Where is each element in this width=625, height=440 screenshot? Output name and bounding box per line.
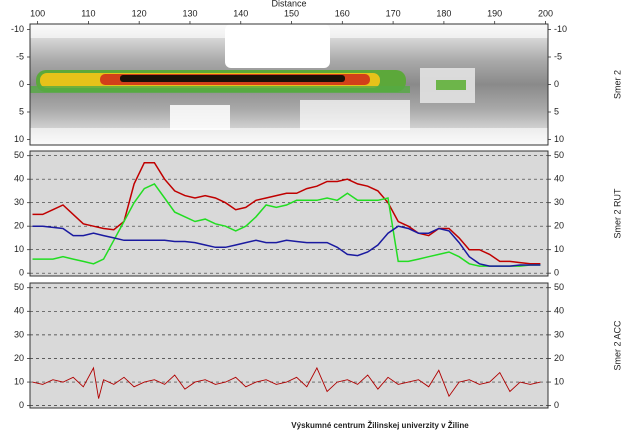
y-tick-label: 5 (19, 106, 24, 116)
y-tick-label: -5 (554, 51, 562, 61)
x-tick-label: 150 (284, 8, 299, 18)
x-tick-label: 170 (386, 8, 401, 18)
x-tick-label: 140 (233, 8, 248, 18)
line-series (32, 182, 541, 267)
y-tick-label: -10 (554, 24, 567, 34)
x-tick-label: 190 (487, 8, 502, 18)
y-tick-label: 0 (19, 400, 24, 410)
y-tick-label: 20 (14, 221, 24, 231)
y-tick-label: 40 (554, 174, 564, 184)
y-tick-label: 0 (554, 400, 559, 410)
y-tick-label: 10 (554, 376, 564, 386)
x-tick-label: 180 (436, 8, 451, 18)
x-tick-label: 130 (182, 8, 197, 18)
y-tick-label: 5 (554, 106, 559, 116)
y-tick-label: 40 (554, 306, 564, 316)
y-tick-label: 10 (14, 376, 24, 386)
y-tick-label: 50 (554, 282, 564, 292)
line-series (32, 161, 541, 265)
y-tick-label: 30 (554, 197, 564, 207)
x-tick-label: 120 (132, 8, 147, 18)
panel-frame (29, 282, 549, 409)
y-tick-label: 0 (554, 268, 559, 278)
panel-frame (29, 150, 549, 277)
y-tick-label: 10 (554, 134, 564, 144)
y-tick-label: 10 (14, 134, 24, 144)
x-tick-label: 160 (335, 8, 350, 18)
y-tick-label: 20 (14, 353, 24, 363)
footer: Výskumné centrum Žilinskej univerzity v … (291, 421, 469, 430)
line-series (32, 225, 541, 267)
y-tick-label: 40 (14, 174, 24, 184)
y-tick-label: 50 (554, 150, 564, 160)
y-tick-label: 20 (554, 221, 564, 231)
y-axis-title: Smer 2 ACC (612, 320, 622, 371)
y-tick-label: 30 (14, 197, 24, 207)
y-tick-label: 50 (14, 282, 24, 292)
x-axis-title: Distance (271, 0, 306, 8)
x-tick-label: 200 (538, 8, 553, 18)
y-tick-label: 40 (14, 306, 24, 316)
y-axis-title: Smer 2 RUT (612, 188, 622, 239)
y-tick-label: -10 (11, 24, 24, 34)
y-axis-title: Smer 2 (612, 70, 622, 99)
y-tick-label: 20 (554, 353, 564, 363)
y-tick-label: -5 (16, 51, 24, 61)
x-tick-label: 100 (30, 8, 45, 18)
line-series (32, 366, 541, 399)
y-tick-label: 10 (14, 244, 24, 254)
y-tick-label: 30 (554, 329, 564, 339)
y-tick-label: 0 (19, 268, 24, 278)
y-tick-label: 0 (554, 79, 559, 89)
x-tick-label: 110 (81, 8, 95, 18)
y-tick-label: 30 (14, 329, 24, 339)
heatmap-image (30, 24, 548, 145)
y-tick-label: 50 (14, 150, 24, 160)
y-tick-label: 0 (19, 79, 24, 89)
y-tick-label: 10 (554, 244, 564, 254)
